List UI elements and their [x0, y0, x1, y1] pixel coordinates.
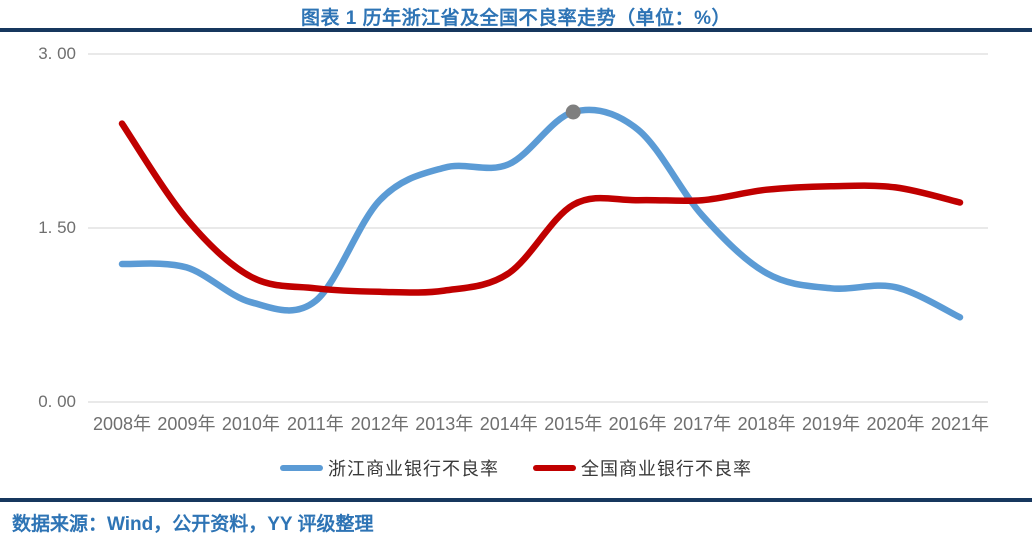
- x-axis-label: 2009年: [157, 414, 216, 434]
- y-axis-tick-label: 1. 50: [38, 218, 76, 237]
- gridlines: [88, 53, 988, 403]
- series-line-national: [118, 120, 964, 296]
- x-axis-label: 2015年: [544, 414, 603, 434]
- footer-divider-rule: [0, 498, 1032, 502]
- x-axis-label: 2017年: [673, 414, 732, 434]
- x-axis-label: 2020年: [866, 414, 925, 434]
- series-lines: [118, 106, 964, 321]
- x-axis-label: 2013年: [415, 414, 474, 434]
- x-axis-label: 2021年: [930, 414, 989, 434]
- x-axis-label: 2008年: [92, 414, 152, 434]
- legend-label-national: 全国商业银行不良率: [581, 459, 752, 479]
- legend-swatch-red: [533, 465, 576, 471]
- header-divider-rule: [0, 28, 1032, 32]
- peak-data-point-marker: [565, 104, 581, 120]
- chart-legend: 浙江商业银行不良率 全国商业银行不良率: [0, 455, 1032, 481]
- legend-swatch-blue: [280, 465, 323, 471]
- x-axis-label: 2019年: [802, 414, 861, 434]
- x-axis-label: 2010年: [221, 414, 280, 434]
- chart-title: 图表 1 历年浙江省及全国不良率走势（单位：%）: [300, 8, 732, 29]
- y-axis-tick-label: 0. 00: [38, 392, 76, 411]
- x-axis-label: 2016年: [608, 414, 667, 434]
- y-axis-tick-label: 3. 00: [38, 44, 76, 63]
- x-axis-label: 2014年: [479, 414, 538, 434]
- legend-label-zhejiang: 浙江商业银行不良率: [328, 459, 499, 479]
- legend-item-national: 全国商业银行不良率: [533, 455, 752, 481]
- series-line-zhejiang: [118, 106, 964, 321]
- x-axis-label: 2011年: [287, 414, 344, 434]
- data-point-markers: [565, 104, 581, 120]
- legend-item-zhejiang: 浙江商业银行不良率: [280, 455, 499, 481]
- x-axis-label: 2018年: [737, 414, 796, 434]
- data-source-note: 数据来源：Wind，公开资料，YY 评级整理: [12, 514, 374, 535]
- x-axis-label: 2012年: [350, 414, 409, 434]
